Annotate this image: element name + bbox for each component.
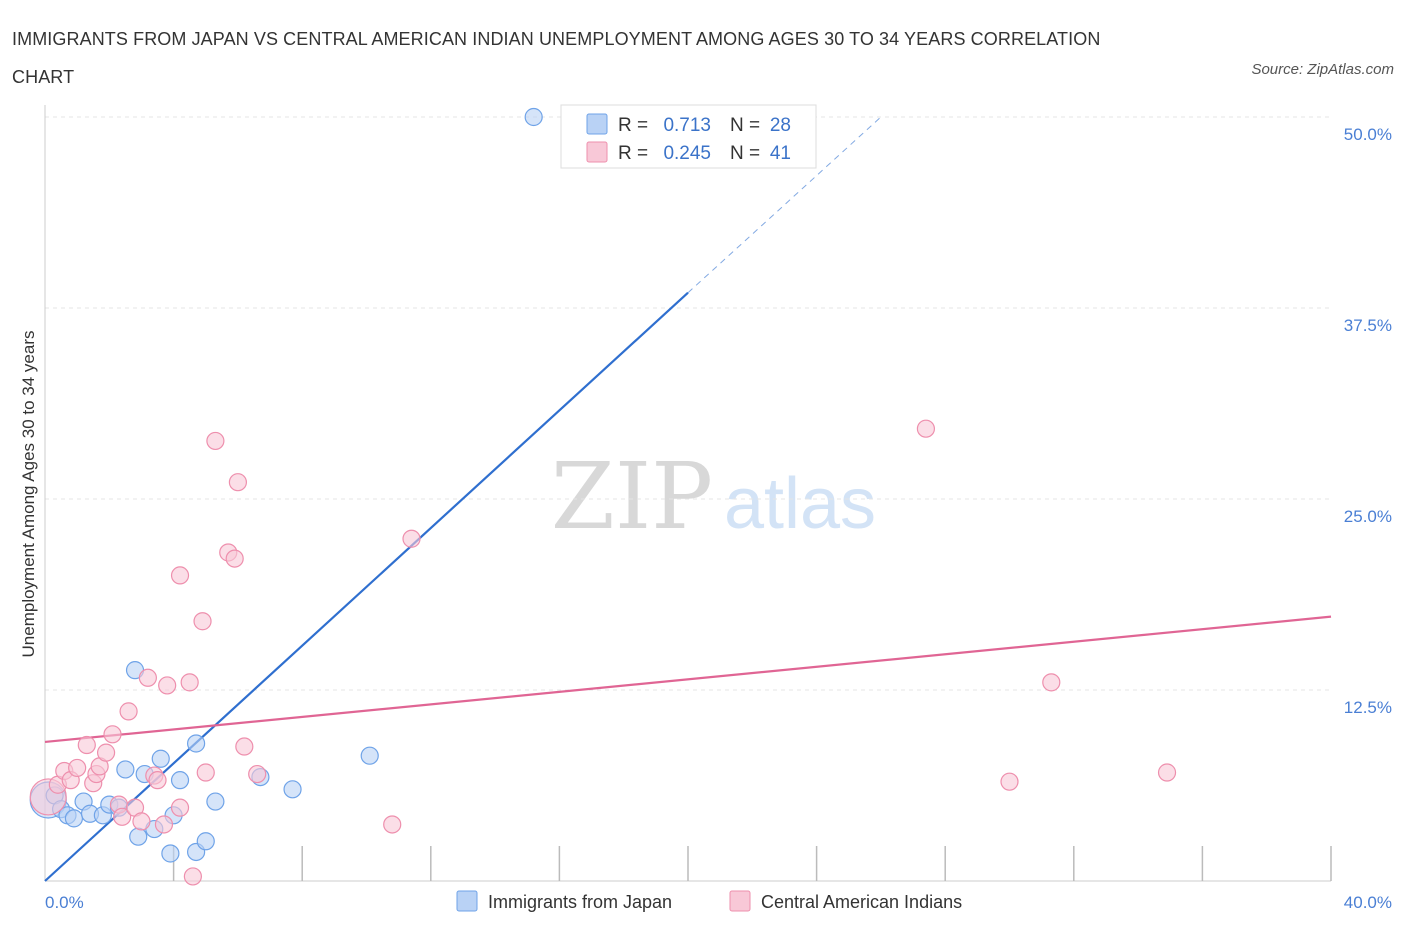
legend-n-value-1: 28	[770, 115, 791, 136]
legend-swatch-japan	[586, 113, 608, 135]
japan-point	[196, 832, 215, 851]
watermark-zip: ZIP	[551, 443, 713, 550]
japan-point	[161, 844, 180, 863]
legend-r-value-2: 0.245	[663, 143, 711, 164]
gridlines	[45, 116, 1331, 691]
japan-point	[116, 760, 135, 779]
legend-n-value-2: 41	[770, 143, 791, 164]
japan-trend-line	[44, 291, 689, 882]
stats-legend: R = 0.713 N = 28 R = 0.245 N = 41	[560, 104, 817, 169]
central-american-point	[170, 798, 190, 817]
central-american-point	[196, 763, 215, 782]
legend-swatch-central-american	[586, 141, 608, 163]
japan-point	[360, 746, 379, 765]
central-american-point	[103, 725, 122, 744]
central-american-point	[225, 549, 244, 568]
data-points	[29, 107, 1177, 886]
central-american-point	[77, 735, 96, 755]
japan-point	[187, 734, 206, 753]
central-american-point	[1000, 772, 1019, 791]
central-american-point	[132, 812, 151, 831]
series-legend-swatch-japan	[456, 890, 478, 912]
y-tick-label: 50.0%	[1344, 125, 1392, 144]
japan-point	[524, 107, 543, 127]
central-american-point	[148, 771, 167, 790]
central-american-point	[1042, 673, 1061, 692]
legend-r-label-2: R =	[618, 143, 648, 164]
y-tick-label: 25.0%	[1344, 507, 1392, 526]
central-american-point	[96, 743, 116, 762]
legend-r-label-1: R =	[618, 115, 648, 136]
y-tick-label: 12.5%	[1344, 698, 1392, 717]
japan-point	[64, 809, 84, 828]
central-american-point	[206, 431, 225, 451]
japan-point	[170, 771, 190, 790]
central-american-point	[916, 419, 936, 438]
central-american-point	[119, 702, 138, 721]
legend-n-label-2: N =	[730, 143, 760, 164]
central-american-point	[138, 668, 157, 687]
series-legend-swatch-central-american	[729, 890, 751, 912]
central-american-point	[235, 737, 254, 756]
x-tick-label-right: 40.0%	[1344, 893, 1392, 912]
chart-source: Source: ZipAtlas.com	[1251, 61, 1394, 78]
japan-point	[206, 792, 225, 811]
central-american-point	[158, 676, 177, 695]
central-american-point	[228, 473, 247, 492]
series-legend: Immigrants from Japan Central American I…	[456, 890, 962, 912]
central-american-point	[68, 758, 87, 778]
y-axis-label: Unemployment Among Ages 30 to 34 years	[19, 331, 38, 658]
y-tick-label: 37.5%	[1344, 316, 1392, 335]
series-legend-label-japan: Immigrants from Japan	[488, 892, 672, 912]
central-american-point	[170, 566, 190, 585]
central-american-point	[383, 815, 402, 834]
central-american-point	[183, 867, 202, 886]
legend-r-value-1: 0.713	[663, 115, 711, 136]
central-american-point	[1157, 763, 1177, 782]
central-american-point	[113, 807, 132, 826]
central-american-point	[193, 612, 212, 631]
chart-title: IMMIGRANTS FROM JAPAN VS CENTRAL AMERICA…	[12, 29, 1101, 87]
y-axis-tick-labels: 12.5% 25.0% 37.5% 50.0%	[1344, 125, 1392, 717]
japan-point	[151, 749, 170, 768]
x-tick-label-left: 0.0%	[45, 893, 84, 912]
central-american-point	[248, 764, 267, 784]
japan-point	[129, 827, 148, 846]
central-american-point	[154, 815, 174, 834]
central-american-point	[180, 673, 199, 692]
series-legend-label-central-american: Central American Indians	[761, 892, 962, 912]
x-axis-ticks	[172, 846, 1332, 881]
central-american-point	[402, 529, 421, 548]
legend-n-label-1: N =	[730, 115, 760, 136]
watermark-atlas: atlas	[724, 464, 876, 544]
central-american-trend-line	[44, 615, 1332, 744]
japan-point	[283, 780, 302, 799]
